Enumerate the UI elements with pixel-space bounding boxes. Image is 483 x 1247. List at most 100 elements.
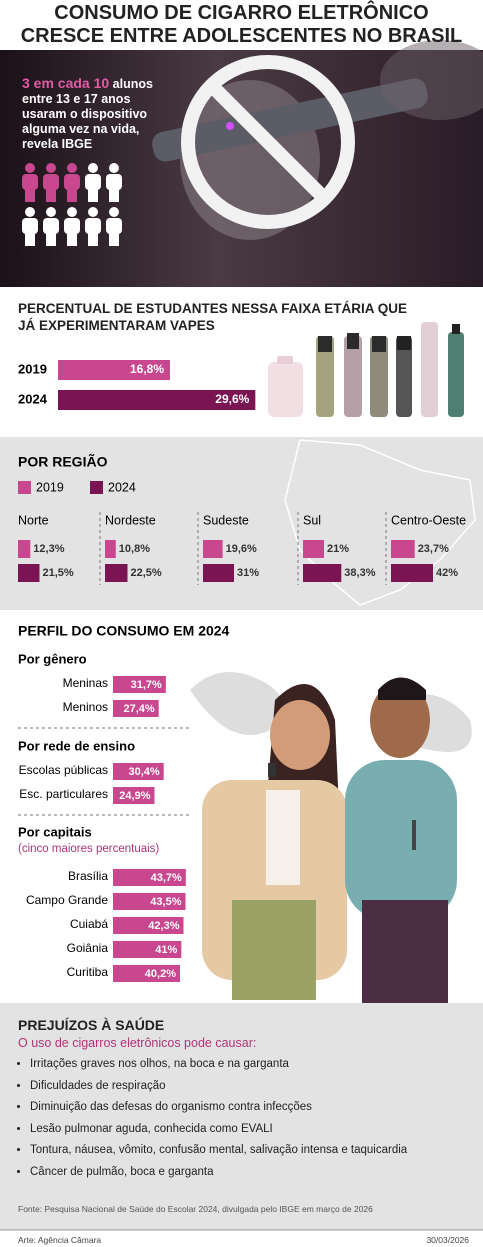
value-label: 22,5% <box>131 567 162 579</box>
health-subtitle: O uso de cigarros eletrônicos pode causa… <box>18 1036 257 1050</box>
person-legs <box>25 188 35 202</box>
group-title: Por capitais <box>18 824 92 839</box>
category-label: Cuiabá <box>70 917 108 931</box>
footer-bg <box>0 1230 483 1247</box>
health-item: Diminuição das defesas do organismo cont… <box>30 1101 468 1114</box>
health: PREJUÍZOS À SAÚDE O uso de cigarros elet… <box>18 1017 468 1187</box>
bar <box>203 540 223 558</box>
person-body <box>85 218 101 234</box>
health-title: PREJUÍZOS À SAÚDE <box>18 1017 165 1033</box>
bar <box>391 540 415 558</box>
person-legs <box>88 188 98 202</box>
value-label: 43,7% <box>151 872 182 884</box>
bar <box>113 869 186 886</box>
hero-text: 3 em cada 10 alunos entre 13 e 17 anos u… <box>22 76 157 152</box>
category-label: Escolas públicas <box>19 763 108 777</box>
category-label: Sudeste <box>203 513 249 527</box>
health-item: Tontura, náusea, vômito, confusão mental… <box>30 1144 468 1157</box>
source: Fonte: Pesquisa Nacional de Saúde do Esc… <box>18 1204 373 1214</box>
credit: Arte: Agência Câmara <box>18 1235 102 1245</box>
person-body <box>43 174 59 190</box>
profile-heading: PERFIL DO CONSUMO EM 2024 <box>18 623 230 639</box>
category-label: Sul <box>303 513 321 527</box>
bar <box>105 564 128 582</box>
value-label: 31% <box>237 567 259 579</box>
bar <box>58 390 256 410</box>
person-body <box>22 174 38 190</box>
value-label: 40,2% <box>145 968 176 980</box>
category-label: 2024 <box>18 391 48 406</box>
category-label: Goiânia <box>67 941 109 955</box>
bar <box>105 540 116 558</box>
hero-highlight: 3 em cada 10 <box>22 75 110 91</box>
value-label: 42% <box>436 567 458 579</box>
health-item: Lesão pulmonar aguda, conhecida como EVA… <box>30 1123 468 1136</box>
health-list: Irritações graves nos olhos, na boca e n… <box>18 1058 468 1179</box>
value-label: 21% <box>327 543 349 555</box>
legend-label: 2019 <box>36 480 64 494</box>
category-label: Centro-Oeste <box>391 513 466 527</box>
person-head <box>46 207 56 217</box>
person-head <box>67 207 77 217</box>
category-label: Meninos <box>63 700 108 714</box>
value-label: 23,7% <box>418 543 449 555</box>
hero-body: alunos entre 13 e 17 anos usaram o dispo… <box>22 77 153 151</box>
bar <box>18 540 31 558</box>
person-head <box>88 207 98 217</box>
value-label: 30,4% <box>128 766 159 778</box>
value-label: 31,7% <box>131 679 162 691</box>
bar <box>113 893 186 910</box>
value-label: 12,3% <box>33 543 64 555</box>
person-legs <box>67 232 77 246</box>
bar <box>113 700 159 717</box>
category-label: Nordeste <box>105 513 156 527</box>
value-label: 10,8% <box>119 543 150 555</box>
title: CONSUMO DE CIGARRO ELETRÔNICO CRESCE ENT… <box>20 2 463 47</box>
person-head <box>25 163 35 173</box>
bar <box>18 564 40 582</box>
person-body <box>43 218 59 234</box>
person-body <box>85 174 101 190</box>
category-label: 2019 <box>18 361 47 376</box>
category-label: Meninas <box>63 676 108 690</box>
value-label: 43,5% <box>150 896 181 908</box>
person-body <box>22 218 38 234</box>
bar <box>391 564 433 582</box>
teen-illustration <box>190 672 472 1003</box>
person-legs <box>88 232 98 246</box>
value-label: 38,3% <box>344 567 375 579</box>
date: 30/03/2026 <box>426 1235 469 1245</box>
person-legs <box>109 232 119 246</box>
person-head <box>109 207 119 217</box>
bar <box>203 564 234 582</box>
person-head <box>109 163 119 173</box>
health-item: Câncer de pulmão, boca e garganta <box>30 1166 468 1179</box>
vapes <box>268 322 464 417</box>
value-label: 29,6% <box>215 392 249 406</box>
bar <box>113 763 164 780</box>
category-label: Esc. particulares <box>19 787 108 801</box>
person-body <box>106 174 122 190</box>
person-head <box>46 163 56 173</box>
value-label: 27,4% <box>123 703 154 715</box>
bar <box>58 360 170 380</box>
people-icons <box>22 163 122 246</box>
legend-label: 2024 <box>108 480 136 494</box>
region-title: POR REGIÃO <box>18 453 108 470</box>
bar <box>113 917 184 934</box>
group-title: Por rede de ensino <box>18 738 135 753</box>
header-bg <box>0 0 483 50</box>
value-label: 21,5% <box>43 567 74 579</box>
bar <box>303 564 342 582</box>
group-subtitle: (cinco maiores percentuais) <box>18 843 159 855</box>
person-legs <box>25 232 35 246</box>
hero-photo <box>152 40 483 240</box>
value-label: 19,6% <box>226 543 257 555</box>
category-label: Campo Grande <box>26 893 108 907</box>
value-label: 24,9% <box>119 790 150 802</box>
legend-swatch <box>90 481 103 494</box>
person-body <box>64 218 80 234</box>
bar <box>113 676 166 693</box>
